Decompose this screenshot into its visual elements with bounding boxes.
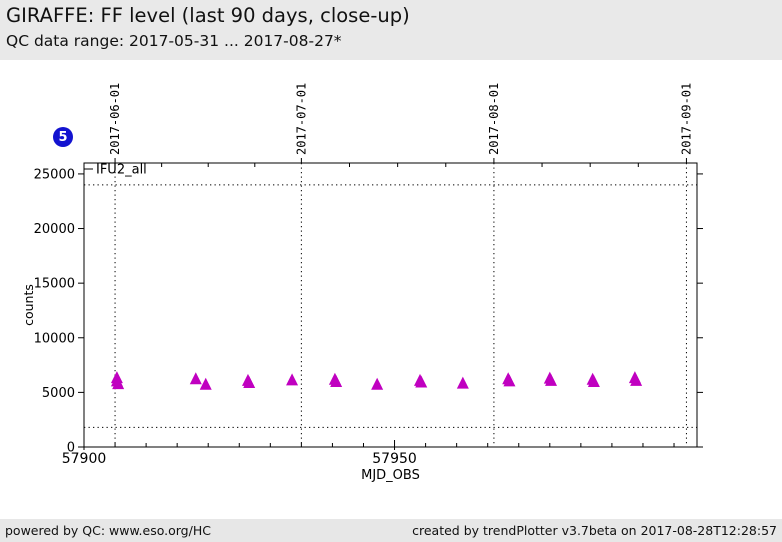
data-point-triangle: [286, 373, 299, 386]
data-point-triangle: [545, 373, 558, 386]
data-point-triangle: [330, 374, 343, 387]
plot-border: [83, 162, 698, 448]
date-tick-label: 2017-09-01: [679, 83, 693, 155]
plot-number-badge[interactable]: 5: [53, 127, 73, 147]
x-axis-title: MJD_OBS: [361, 468, 420, 483]
footer-bar: powered by QC: www.eso.org/HC created by…: [0, 519, 782, 542]
y-tick-label: 0: [67, 441, 75, 456]
data-point-triangle: [456, 376, 469, 389]
data-point-triangle: [189, 372, 202, 385]
y-axis-title: counts: [21, 284, 36, 326]
y-tick-label: 10000: [34, 331, 75, 346]
data-point-triangle: [630, 373, 643, 386]
x-tick-label: 57900: [62, 451, 107, 467]
data-point-triangle: [587, 374, 600, 387]
y-tick-label: 5000: [42, 386, 75, 401]
y-tick-label: 25000: [34, 167, 75, 182]
x-tick-label: 57950: [372, 451, 417, 467]
footer-powered-by: powered by QC: www.eso.org/HC: [5, 523, 211, 538]
legend-label: IFU2_all: [96, 163, 147, 178]
page-title: GIRAFFE: FF level (last 90 days, close-u…: [6, 4, 410, 27]
y-tick-label: 20000: [34, 222, 75, 237]
date-tick-label: 2017-08-01: [487, 83, 501, 155]
data-point-triangle: [199, 377, 212, 390]
data-point-triangle: [503, 374, 516, 387]
date-tick-label: 2017-06-01: [108, 83, 122, 155]
data-point-triangle: [415, 375, 428, 388]
data-point-triangle: [243, 376, 256, 389]
data-point-triangle: [112, 377, 125, 390]
date-tick-label: 2017-07-01: [294, 83, 308, 155]
data-point-triangle: [371, 377, 384, 390]
qc-data-range: QC data range: 2017-05-31 ... 2017-08-27…: [6, 32, 342, 50]
y-tick-label: 15000: [34, 277, 75, 292]
footer-created-by: created by trendPlotter v3.7beta on 2017…: [412, 523, 777, 538]
header-banner: GIRAFFE: FF level (last 90 days, close-u…: [0, 0, 782, 60]
